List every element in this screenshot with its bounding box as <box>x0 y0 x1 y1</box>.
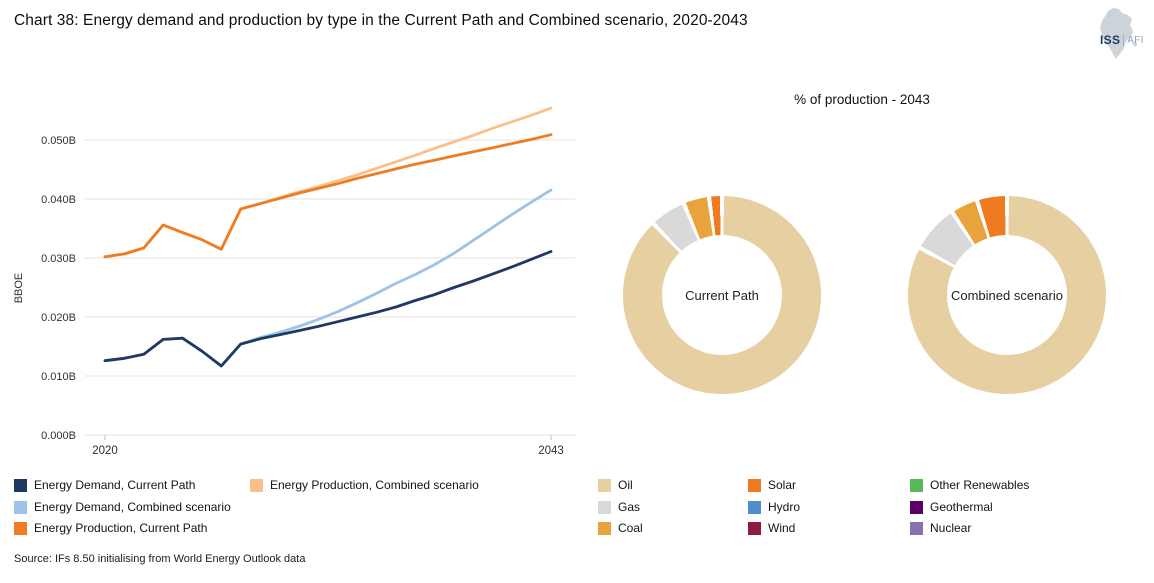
logo-wordmark: ISS AFI <box>1100 33 1144 47</box>
legend-label: Hydro <box>768 500 801 514</box>
donut-section-title: % of production - 2043 <box>794 92 930 107</box>
africa-map-icon <box>1100 8 1138 59</box>
legend-swatch <box>748 478 761 492</box>
logo-iss-text: ISS <box>1100 33 1121 47</box>
legend-swatch <box>250 478 263 492</box>
line-legend-item: Energy Demand, Combined scenario <box>14 500 231 514</box>
legend-swatch <box>748 521 761 535</box>
legend-label: Wind <box>768 521 796 535</box>
donut-label-current-path: Current Path <box>685 287 759 303</box>
series-line-energy-demand-current-path <box>103 250 553 368</box>
donut-legend-item: Coal <box>598 521 643 535</box>
y-axis-label: BBOE <box>13 273 25 304</box>
y-tick-label: 0.020B <box>41 312 76 324</box>
donut-legend-item: Other Renewables <box>910 478 1029 492</box>
donut-hole: Combined scenario <box>947 235 1067 355</box>
legend-label: Energy Production, Combined scenario <box>270 478 479 492</box>
energy-line-chart: 0.000B 0.010B 0.020B 0.030B 0.040B 0.050B BBOE… <box>13 106 575 457</box>
line-legend-item: Energy Demand, Current Path <box>14 478 195 492</box>
legend-swatch <box>598 478 611 492</box>
legend-swatch <box>598 500 611 514</box>
legend-label: Gas <box>618 500 641 514</box>
legend-swatch <box>748 500 761 514</box>
donut-legend-item: Wind <box>748 521 795 535</box>
legend-label: Other Renewables <box>930 478 1030 492</box>
legend-label: Coal <box>618 521 643 535</box>
legend-label: Nuclear <box>930 521 972 535</box>
legend-label: Energy Demand, Current Path <box>34 478 196 492</box>
donut-legend-item: Nuclear <box>910 521 971 535</box>
donut-label-combined-scenario: Combined scenario <box>950 287 1063 303</box>
legend-label: Oil <box>618 478 633 492</box>
legend-label: Geothermal <box>930 500 993 514</box>
donut-chart-current-path: Current Path <box>623 196 821 394</box>
donut-legend-item: Geothermal <box>910 500 993 514</box>
line-legend-item: Energy Production, Current Path <box>14 521 207 535</box>
donut-chart-combined-scenario: Combined scenario <box>908 196 1106 394</box>
legend-label: Solar <box>768 478 797 492</box>
y-tick-label: 0.030B <box>41 253 76 265</box>
logo-divider <box>1123 34 1125 46</box>
legend-label: Energy Demand, Combined scenario <box>34 500 231 514</box>
logo-afi-text: AFI <box>1127 34 1144 46</box>
source-note: Source: IFs 8.50 initialising from World… <box>14 553 306 565</box>
line-legend-item: Energy Production, Combined scenario <box>250 478 479 492</box>
legend-swatch <box>910 521 923 535</box>
legend-swatch <box>910 478 923 492</box>
donut-legend-item: Oil <box>598 478 633 492</box>
legend-swatch <box>910 500 923 514</box>
donut-legend-item: Gas <box>598 500 640 514</box>
series-line-energy-production-current-path <box>103 133 553 259</box>
x-tick-label: 2020 <box>92 445 118 457</box>
legend-label: Energy Production, Current Path <box>34 521 208 535</box>
y-tick-label: 0.050B <box>41 135 76 147</box>
iss-afi-logo: ISS AFI <box>1086 6 1148 60</box>
donut-hole: Current Path <box>662 235 782 355</box>
y-tick-label: 0.010B <box>41 371 76 383</box>
page-title: Chart 38: Energy demand and production b… <box>14 12 748 29</box>
y-tick-label: 0.000B <box>41 430 76 442</box>
legend-swatch <box>14 500 27 514</box>
legend-swatch <box>598 521 611 535</box>
donut-legend-item: Hydro <box>748 500 800 514</box>
y-tick-label: 0.040B <box>41 194 76 206</box>
x-tick-label: 2043 <box>538 445 564 457</box>
legend-swatch <box>14 521 27 535</box>
legend-swatch <box>14 478 27 492</box>
donut-legend-item: Solar <box>748 478 796 492</box>
